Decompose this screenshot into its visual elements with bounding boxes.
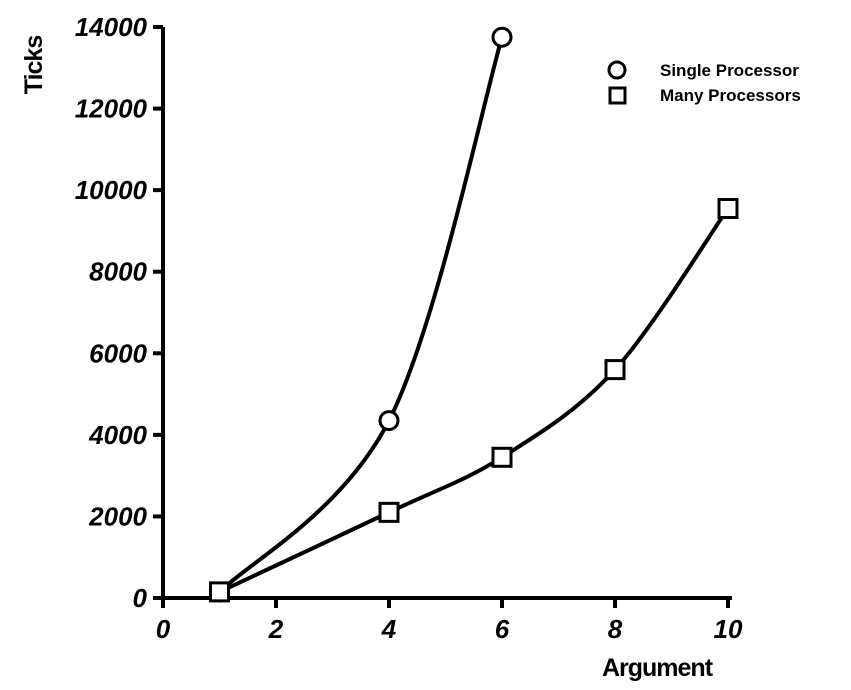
x-tick-label: 10 bbox=[714, 614, 743, 644]
x-tick-label: 4 bbox=[381, 614, 397, 644]
series-line-many-processors bbox=[218, 207, 730, 594]
y-tick-label: 12000 bbox=[75, 94, 148, 124]
legend-marker-many-processors bbox=[608, 86, 627, 105]
data-point-single-processor bbox=[491, 26, 513, 48]
x-tick-label: 2 bbox=[268, 614, 284, 644]
y-tick-label: 2000 bbox=[88, 501, 147, 531]
y-tick-label: 10000 bbox=[75, 175, 148, 205]
data-point-many-processors bbox=[378, 501, 400, 523]
data-point-single-processor bbox=[378, 410, 400, 432]
y-tick-label: 8000 bbox=[89, 257, 147, 287]
data-point-many-processors bbox=[209, 581, 230, 603]
x-tick-label: 0 bbox=[156, 614, 171, 644]
x-axis-label: Argument bbox=[602, 654, 714, 682]
x-tick-label: 8 bbox=[608, 614, 623, 644]
series-layer bbox=[209, 26, 739, 603]
y-tick-label: 0 bbox=[133, 583, 148, 613]
legend: Single Processor Many Processors bbox=[607, 60, 801, 105]
x-tick-label: 6 bbox=[495, 614, 510, 644]
y-tick-label: 6000 bbox=[89, 338, 147, 368]
y-tick-label: 14000 bbox=[75, 12, 148, 42]
series-line-single-processor bbox=[218, 36, 504, 594]
y-axis-label: Ticks bbox=[20, 36, 48, 95]
data-point-many-processors bbox=[491, 446, 513, 468]
legend-marker-single-processor bbox=[607, 60, 627, 80]
legend-label-single-processor: Single Processor bbox=[660, 61, 799, 80]
data-point-many-processors bbox=[604, 359, 626, 381]
data-point-many-processors bbox=[717, 197, 739, 219]
legend-label-many-processors: Many Processors bbox=[660, 86, 801, 105]
axes: 0 2000 4000 6000 8000 10000 12000 14000 0 2 4 6 8 10 bbox=[75, 12, 743, 644]
y-tick-label: 4000 bbox=[88, 420, 147, 450]
